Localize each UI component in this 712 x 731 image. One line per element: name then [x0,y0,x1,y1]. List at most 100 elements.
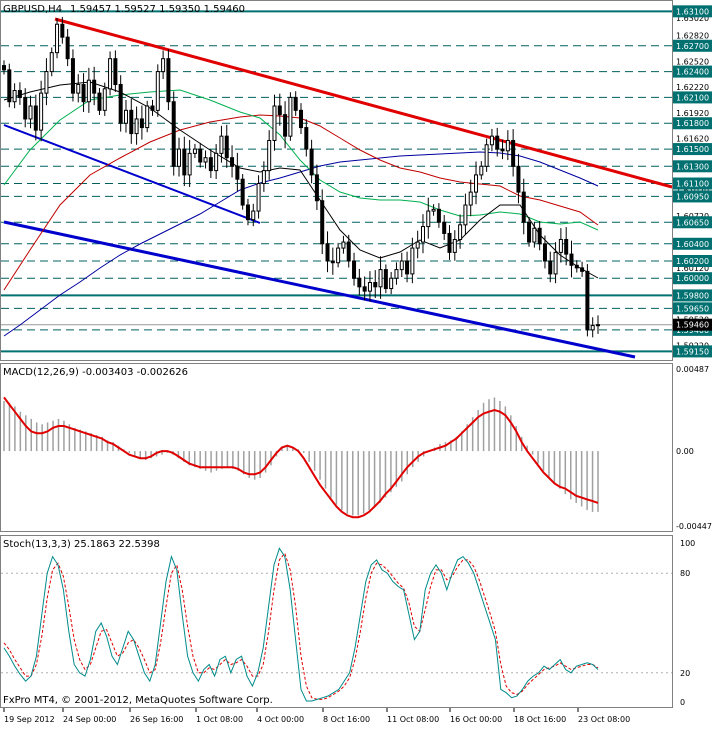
candle-body [395,270,398,279]
price-tick-label: 1.62520 [676,57,709,66]
candle-body [437,209,440,222]
candle-body [538,228,541,243]
candle-body [3,66,6,70]
stoch-tick-label: 80 [680,569,690,578]
level-label: 1.59800 [676,291,709,300]
candle-body [209,158,212,171]
price-tick-label: 1.61620 [676,135,709,144]
candle-body [384,270,387,289]
level-label: 1.63100 [676,7,709,16]
candle-body [273,106,276,140]
candle-body [310,149,313,175]
level-label: 1.61300 [676,162,709,171]
candle-body [459,225,462,240]
candle-body [140,119,143,128]
candle-body [501,149,504,151]
stoch-panel-frame [1,536,673,708]
candle-body [246,205,249,220]
candle-body [87,80,90,102]
price-tick-label: 1.62220 [676,83,709,92]
candle-body [379,270,382,287]
stoch-tick-label: 100 [680,539,695,548]
candle-body [305,128,308,150]
candle-body [543,244,546,261]
candle-body [34,106,37,130]
candle-body [172,102,175,167]
candle-body [353,261,356,278]
candle-body [421,227,424,242]
candle-body [225,136,228,158]
candle-body [124,110,127,123]
time-tick-label: 4 Oct 00:00 [257,715,304,724]
time-tick-label: 8 Oct 16:00 [323,715,370,724]
candle-body [199,149,202,162]
time-tick-label: 1 Oct 08:00 [196,715,243,724]
candle-body [294,97,297,110]
candle-body [517,166,520,192]
candle-body [549,261,552,274]
candle-body [268,140,271,170]
current-price-label: 1.59460 [676,321,709,330]
level-label: 1.61100 [676,180,709,189]
level-label: 1.61500 [676,145,709,154]
candle-body [586,271,589,330]
time-tick-label: 26 Sep 16:00 [130,715,183,724]
level-label: 1.60200 [676,257,709,266]
price-tick-label: 1.61920 [676,109,709,118]
level-label: 1.62400 [676,68,709,77]
candle-body [342,242,345,248]
copyright-text: FxPro MT4, © 2001-2012, MetaQuotes Softw… [3,695,273,706]
candle-body [411,248,414,274]
time-tick-label: 11 Oct 08:00 [387,715,439,724]
ohlc-readout: 1.59457 1.59527 1.59350 1.59460 [70,4,245,15]
candle-body [29,106,32,119]
candle-body [50,53,53,72]
candle-body [56,24,59,52]
candle-body [528,222,531,242]
candle-body [8,70,11,102]
level-label: 1.60650 [676,218,709,227]
candle-body [93,80,96,93]
candle-body [453,239,456,252]
level-label: 1.60400 [676,240,709,249]
level-label: 1.62700 [676,42,709,51]
candle-body [241,179,244,205]
candle-body [71,59,74,93]
candle-body [162,59,165,72]
candle-body [400,261,403,270]
candle-body [66,37,69,59]
candle-body [559,239,562,252]
candle-body [204,158,207,162]
candle-body [432,209,435,211]
price-panel[interactable]: 1.630201.628201.625201.622201.619201.616… [1,1,712,361]
candle-body [130,110,133,133]
candle-body [570,254,573,265]
candle-body [321,201,324,244]
candle-body [151,106,154,110]
time-tick-label: 18 Oct 16:00 [514,715,566,724]
candle-body [347,242,350,261]
candle-body [40,93,43,130]
candle-body [427,211,430,226]
candle-body [597,325,600,326]
candle-body [512,140,515,166]
candle-body [581,268,584,271]
candle-body [109,59,112,89]
macd-tick-label: 0.00 [676,447,694,456]
level-label: 1.59150 [676,347,709,356]
candle-body [480,166,483,175]
candle-body [257,184,260,212]
candle-body [475,175,478,192]
level-label: 1.60950 [676,192,709,201]
candle-body [337,248,340,263]
stoch-tick-label: 0 [680,698,685,707]
candle-body [368,283,371,292]
time-tick-label: 23 Oct 08:00 [578,715,630,724]
candle-body [469,192,472,205]
candle-body [18,91,21,98]
